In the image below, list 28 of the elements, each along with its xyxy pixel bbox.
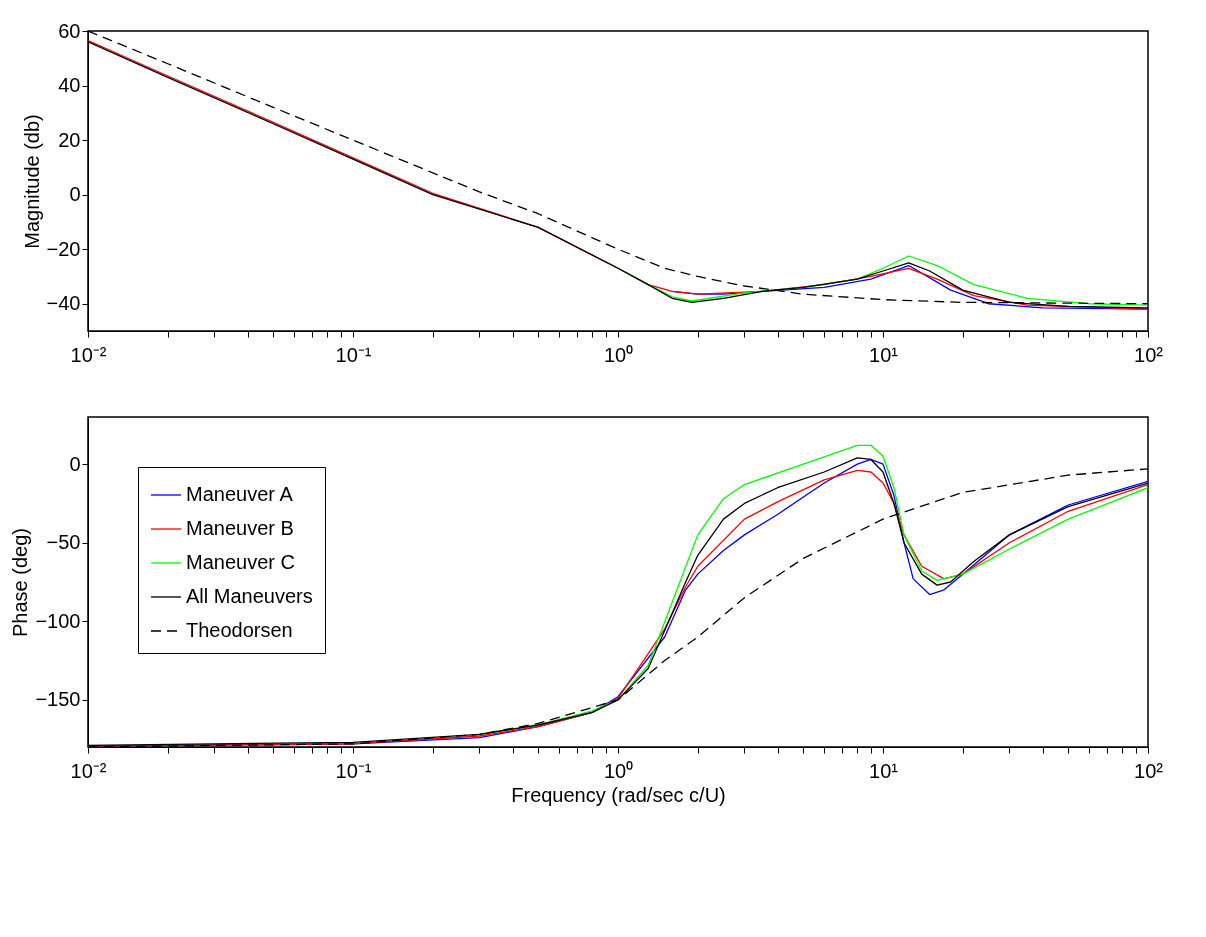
x-tick-label: 10⁻¹ [335,343,372,366]
x-tick-label: 10¹ [869,343,899,366]
y-tick-label: −40 [46,292,81,315]
legend-label: Maneuver A [186,483,294,505]
y-tick-label: 0 [69,183,81,206]
y-tick-label: 0 [69,452,81,475]
x-axis-title: Frequency (rad/sec c/U) [511,783,726,806]
x-tick-label: 10² [1134,759,1164,782]
x-tick-label: 10¹ [869,759,899,782]
legend-label: Theodorsen [186,619,293,641]
legend-label: Maneuver B [186,517,294,539]
legend-label: Maneuver C [186,551,295,573]
x-tick-label: 10⁰ [603,759,634,782]
x-tick-label: 10⁰ [603,343,634,366]
x-tick-label: 10² [1134,343,1164,366]
y-tick-label: −150 [35,688,81,711]
y-tick-label: 40 [58,74,81,97]
y-axis-title: Phase (deg) [9,528,32,637]
y-tick-label: −50 [46,531,81,554]
legend-label: All Maneuvers [186,585,313,607]
x-tick-label: 10⁻¹ [335,759,372,782]
y-tick-label: −100 [35,609,81,632]
y-tick-label: 20 [58,128,81,151]
y-tick-label: 60 [58,19,81,42]
y-tick-label: −20 [46,237,81,260]
y-axis-title: Magnitude (db) [20,114,43,249]
x-tick-label: 10⁻² [70,343,107,366]
x-tick-label: 10⁻² [70,759,107,782]
